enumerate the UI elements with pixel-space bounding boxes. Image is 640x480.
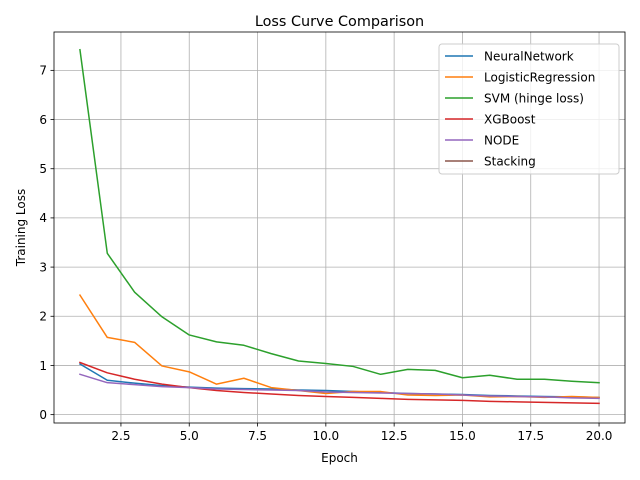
y-tick-label: 0 (39, 408, 47, 422)
legend-label-neuralnetwork: NeuralNetwork (484, 49, 574, 63)
y-tick-label: 3 (39, 260, 47, 274)
y-tick-label: 7 (39, 64, 47, 78)
legend-label-xgboost: XGBoost (484, 112, 536, 126)
x-axis-label: Epoch (321, 451, 358, 465)
legend-label-svm-hinge-loss: SVM (hinge loss) (484, 91, 584, 105)
series-line-node (79, 373, 600, 400)
x-tick-label: 20.0 (586, 429, 613, 443)
series-lines (78, 48, 600, 405)
y-tick-label: 1 (39, 359, 47, 373)
y-tick-label: 4 (39, 211, 47, 225)
legend-label-logisticregression: LogisticRegression (484, 70, 595, 84)
x-tick-label: 5.0 (180, 429, 199, 443)
legend-label-node: NODE (484, 133, 519, 147)
y-tick-label: 6 (39, 113, 47, 127)
plot-frame (53, 31, 626, 424)
x-tick-label: 7.5 (248, 429, 267, 443)
x-tick-label: 17.5 (517, 429, 544, 443)
series-line-xgboost (78, 361, 600, 405)
chart-title: Loss Curve Comparison (255, 14, 424, 30)
legend-box (438, 43, 620, 175)
x-tick-label: 15.0 (449, 429, 476, 443)
x-tick-label: 2.5 (111, 429, 130, 443)
y-axis-label: Training Loss (14, 189, 28, 267)
y-tick-label: 5 (39, 162, 47, 176)
legend: NeuralNetwork LogisticRegression SVM (hing… (438, 43, 620, 175)
x-tick-label: 12.5 (381, 429, 408, 443)
series-line-svm-hinge-loss (79, 48, 600, 384)
x-tick-label: 10.0 (312, 429, 339, 443)
legend-label-stacking: Stacking (484, 154, 536, 168)
y-tick-label: 2 (39, 310, 47, 324)
axis-ticks: 2.5 5.0 7.5 10.0 12.5 15.0 17.5 20.0 0 1 2 3 4 5 6 7 (39, 64, 612, 443)
